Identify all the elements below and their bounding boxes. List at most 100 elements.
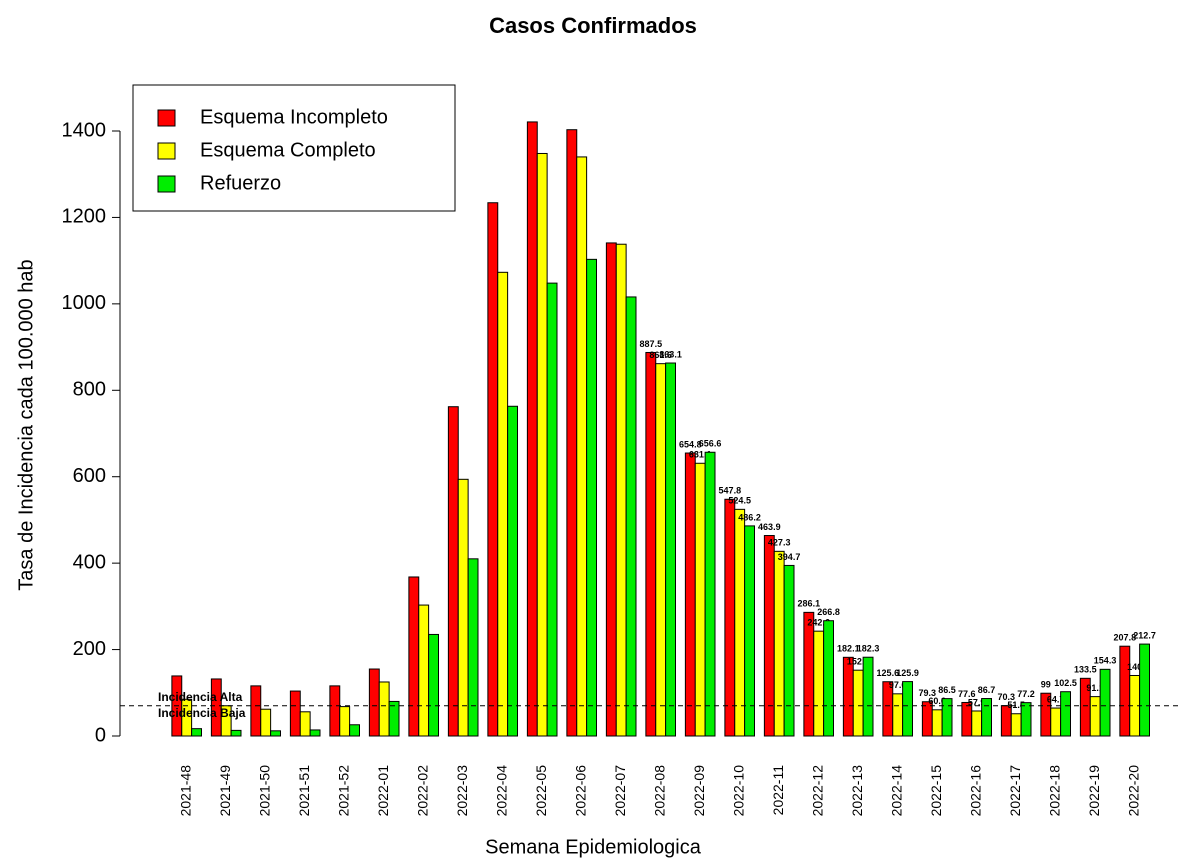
bar bbox=[694, 462, 706, 737]
bar bbox=[428, 633, 439, 737]
x-tick-label: 2022-15 bbox=[928, 765, 944, 817]
y-tick-label: 1000 bbox=[62, 292, 107, 314]
bar bbox=[605, 242, 617, 737]
x-tick-label: 2022-19 bbox=[1086, 765, 1102, 817]
bar bbox=[388, 700, 400, 737]
data-label: 463.9 bbox=[758, 522, 781, 532]
bar bbox=[971, 710, 983, 737]
data-label: 656.6 bbox=[699, 439, 722, 449]
bar bbox=[783, 564, 795, 737]
bar bbox=[447, 406, 459, 737]
data-label: 547.8 bbox=[719, 486, 742, 496]
data-label: 64.7 bbox=[1047, 694, 1065, 704]
data-label: 524.5 bbox=[728, 496, 751, 506]
bar bbox=[931, 709, 943, 737]
bar bbox=[230, 729, 242, 737]
bar bbox=[1139, 643, 1150, 737]
data-label: 152.3 bbox=[847, 657, 870, 667]
y-tick-label: 200 bbox=[73, 638, 106, 660]
bar bbox=[289, 690, 301, 737]
data-label: 77.6 bbox=[958, 689, 976, 699]
bar bbox=[299, 711, 311, 737]
bar bbox=[734, 508, 746, 737]
x-tick-label: 2022-16 bbox=[967, 765, 983, 817]
bar bbox=[507, 405, 518, 737]
x-tick-label: 2022-17 bbox=[1007, 765, 1023, 817]
data-label: 654.8 bbox=[679, 439, 702, 449]
bar bbox=[467, 558, 479, 737]
bar bbox=[1099, 668, 1111, 737]
data-label: 125.6 bbox=[877, 668, 900, 678]
legend-swatch bbox=[157, 142, 176, 160]
bar bbox=[418, 604, 430, 737]
data-label: 125.9 bbox=[896, 668, 919, 678]
x-tick-label: 2022-13 bbox=[849, 765, 865, 817]
x-tick-label: 2022-08 bbox=[651, 765, 667, 817]
bar bbox=[181, 698, 193, 737]
x-tick-label: 2022-06 bbox=[572, 765, 588, 817]
bar bbox=[339, 706, 351, 737]
bar bbox=[457, 478, 469, 737]
data-label: 286.1 bbox=[798, 599, 821, 609]
x-tick-label: 2022-10 bbox=[730, 765, 746, 817]
x-tick-label: 2021-51 bbox=[296, 765, 312, 817]
data-label: 77.2 bbox=[1017, 689, 1035, 699]
x-tick-label: 2022-18 bbox=[1046, 765, 1062, 817]
x-tick-label: 2021-49 bbox=[217, 765, 233, 817]
data-label: 99 bbox=[1041, 680, 1051, 690]
bar bbox=[773, 550, 785, 737]
bar bbox=[270, 730, 281, 737]
legend-swatch bbox=[157, 109, 176, 127]
bar bbox=[655, 363, 667, 737]
bar bbox=[803, 611, 815, 737]
x-tick-label: 2021-48 bbox=[177, 765, 193, 817]
bar bbox=[546, 282, 558, 737]
y-tick-label: 1400 bbox=[62, 119, 107, 141]
bar bbox=[250, 685, 262, 737]
bar bbox=[368, 668, 380, 737]
bar bbox=[1119, 645, 1131, 737]
x-tick-label: 2022-05 bbox=[533, 765, 549, 817]
data-label: 631.1 bbox=[689, 450, 712, 460]
y-tick-label: 0 bbox=[95, 724, 106, 746]
bar bbox=[497, 271, 509, 737]
data-label: 86.7 bbox=[978, 685, 996, 695]
bar bbox=[408, 576, 420, 737]
bar bbox=[961, 701, 973, 737]
bar bbox=[191, 728, 202, 737]
bar bbox=[724, 498, 736, 737]
bar bbox=[823, 620, 834, 737]
data-label: 70.3 bbox=[998, 692, 1016, 702]
bar bbox=[625, 296, 637, 737]
y-axis-label: Tasa de Incidencia cada 100.000 hab bbox=[15, 259, 37, 590]
y-tick-label: 1200 bbox=[62, 206, 107, 228]
data-label: 427.3 bbox=[768, 538, 791, 548]
data-label: 60.6 bbox=[928, 696, 946, 706]
bar bbox=[536, 152, 548, 737]
x-tick-label: 2022-07 bbox=[612, 765, 628, 817]
x-tick-label: 2022-12 bbox=[809, 765, 825, 817]
bar bbox=[684, 452, 696, 737]
bar bbox=[329, 685, 341, 737]
bar bbox=[813, 630, 825, 737]
legend-label: Refuerzo bbox=[200, 172, 281, 194]
bar bbox=[704, 451, 716, 737]
data-label: 133.5 bbox=[1074, 665, 1097, 675]
bar bbox=[566, 129, 578, 737]
data-label: 79.3 bbox=[919, 688, 937, 698]
bar bbox=[645, 351, 657, 737]
bar bbox=[862, 656, 874, 737]
bar bbox=[615, 243, 627, 737]
bar bbox=[981, 698, 992, 737]
bar bbox=[902, 681, 913, 737]
data-label: 207.8 bbox=[1114, 633, 1137, 643]
x-tick-label: 2022-20 bbox=[1125, 765, 1141, 817]
bar bbox=[921, 701, 933, 737]
annotation: Incidencia Baja bbox=[158, 706, 246, 720]
data-label: 57.9 bbox=[968, 697, 986, 707]
x-tick-label: 2022-03 bbox=[454, 765, 470, 817]
bar bbox=[852, 669, 864, 737]
bar bbox=[586, 258, 597, 737]
y-tick-label: 400 bbox=[73, 551, 106, 573]
